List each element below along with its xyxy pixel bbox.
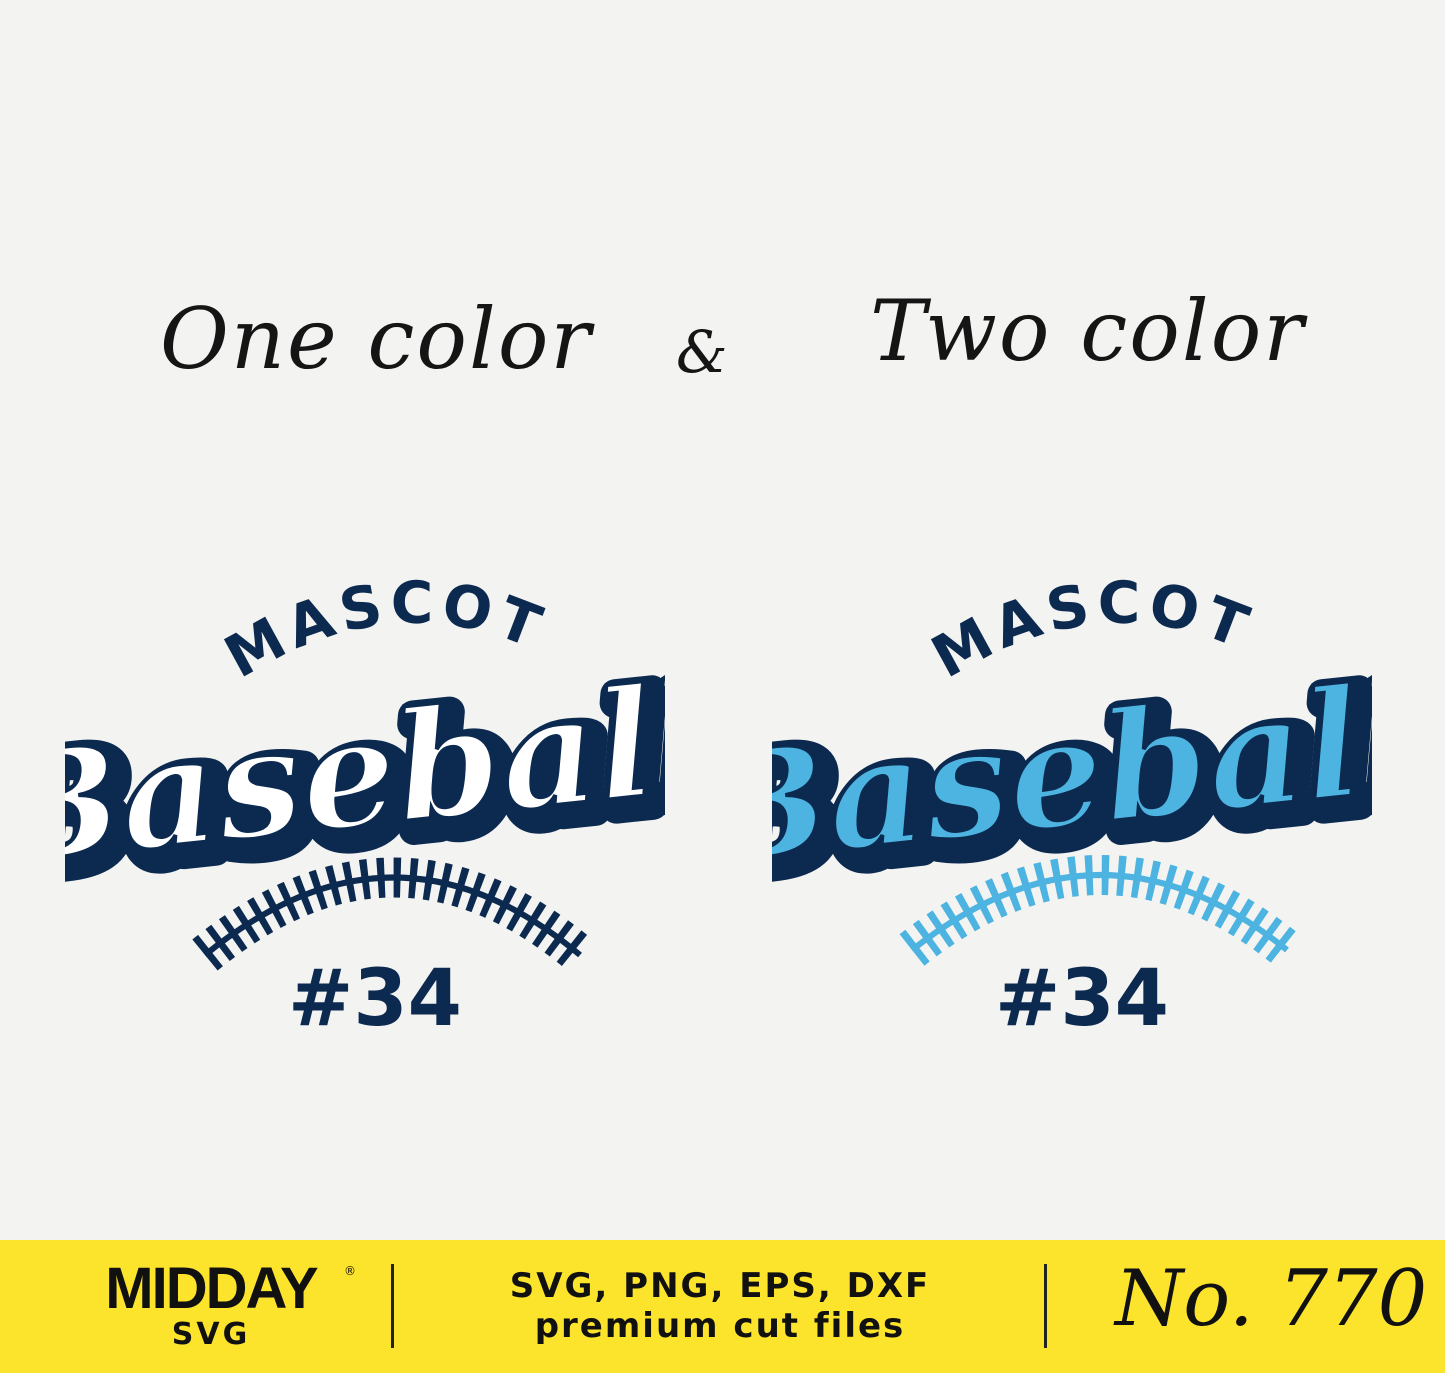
formats-block: SVG, PNG, EPS, DXF premium cut files [420,1266,1020,1346]
registered-mark: ® [344,1264,356,1278]
number-text: #34 [995,954,1169,1044]
two-color-heading: Two color [870,282,1306,380]
divider [391,1264,394,1348]
one-color-heading: One color [160,290,593,388]
footer-banner: MIDDAY SVG ® SVG, PNG, EPS, DXF premium … [0,1240,1445,1373]
tagline-text: premium cut files [534,1306,906,1346]
formats-text: SVG, PNG, EPS, DXF [509,1266,931,1306]
brand-sub: SVG [171,1317,251,1352]
two-color-design: MASCOT Baseball Baseball #34 [772,570,1372,1044]
stitch-line [910,872,1289,953]
stitch-line [203,874,582,958]
divider [1044,1264,1047,1348]
brand-logo: MIDDAY SVG ® [66,1260,356,1352]
one-color-design: MASCOT Baseball Baseball #34 [65,570,665,1044]
ampersand: & [676,318,730,386]
product-number: No. 770 [1115,1254,1428,1344]
number-text: #34 [288,954,462,1044]
brand-name: MIDDAY [105,1256,318,1321]
